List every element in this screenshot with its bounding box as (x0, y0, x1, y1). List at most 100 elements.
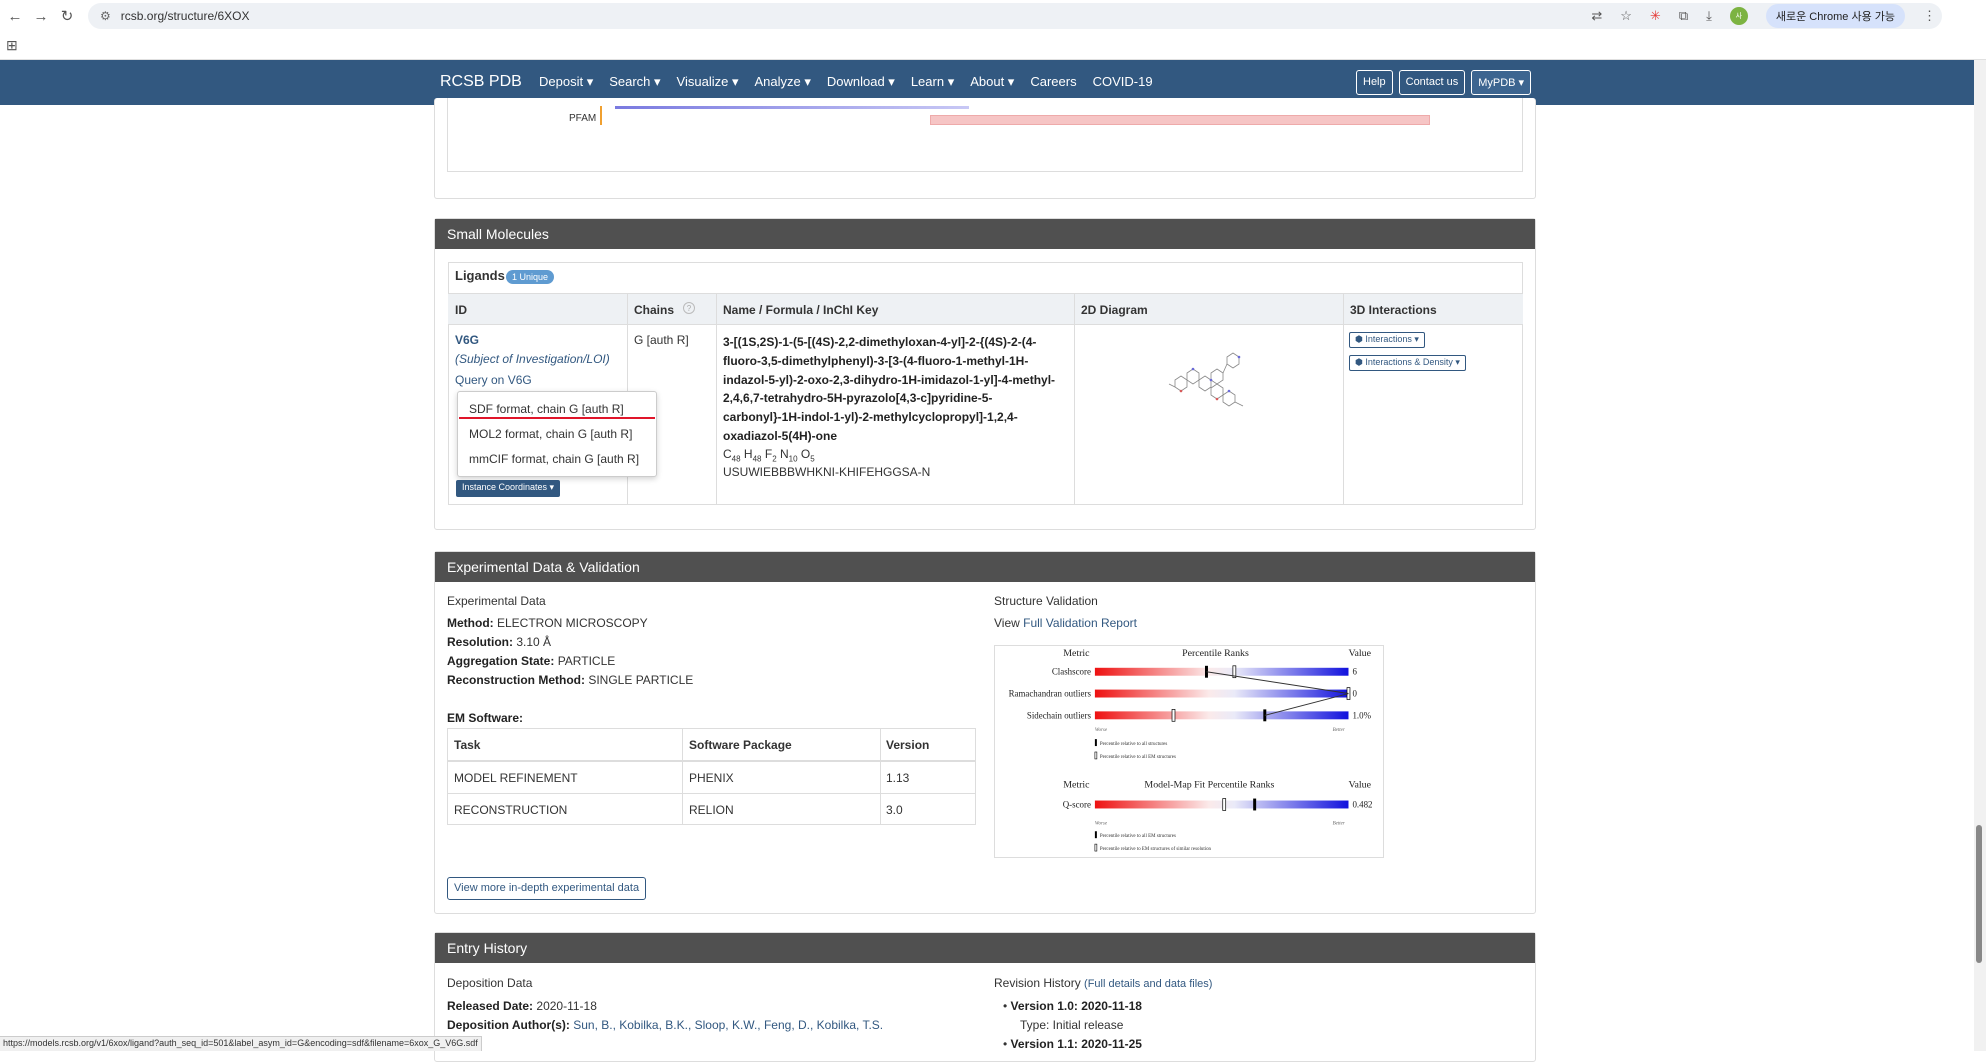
qscore-slider (1094, 800, 1349, 809)
table-header-row: Task Software Package Version (448, 729, 975, 762)
em-software-table: Task Software Package Version MODEL REFI… (447, 728, 976, 825)
translate-icon[interactable]: ⇄ (1591, 8, 1603, 23)
val-row-label: Sidechain outliers (1027, 710, 1092, 720)
qscore-value: 0.482 (1352, 799, 1372, 809)
col-2d-diagram: 2D Diagram (1081, 303, 1148, 317)
em-software-title: EM Software: (447, 711, 524, 725)
col-chains: Chains (634, 303, 675, 317)
aggregation-state: Aggregation State: PARTICLE (447, 654, 616, 668)
th-task: Task (454, 738, 481, 752)
val-metric2-header: Metric (1063, 780, 1090, 791)
val-marker-em (1171, 709, 1176, 722)
unique-badge: 1 Unique (506, 270, 555, 284)
menu-deposit[interactable]: Deposit ▾ (539, 74, 594, 89)
deposition-data-title: Deposition Data (447, 976, 533, 990)
track-bar (615, 106, 969, 109)
revision-v1: • Version 1.0: 2020-11-18 (1003, 999, 1142, 1013)
page-scrollbar[interactable] (1974, 60, 1986, 1051)
site-logo[interactable]: RCSB PDB (440, 73, 522, 90)
ligand-name: 3-[(1S,2S)-1-(5-[(4S)-2,2-dimethyloxan-4… (723, 335, 1056, 443)
menu-download[interactable]: Download ▾ (826, 74, 895, 89)
val-legend2-all: Percentile relative to all EM structures (1100, 834, 1176, 839)
extension-icon[interactable]: ✳ (1649, 8, 1661, 23)
cell-version: 3.0 (886, 803, 903, 817)
cell-task: RECONSTRUCTION (454, 803, 568, 817)
ligand-id-link[interactable]: V6G (455, 333, 480, 347)
pfam-label: PFAM (569, 113, 597, 124)
col-3d-interactions: 3D Interactions (1350, 303, 1437, 317)
val-row-label: Ramachandran outliers (1009, 689, 1092, 699)
scrollbar-thumb[interactable] (1976, 825, 1982, 963)
menu-visualize[interactable]: Visualize ▾ (676, 74, 739, 89)
new-chrome-button[interactable]: 새로운 Chrome 사용 가능 (1765, 4, 1905, 28)
pfam-domain-bar[interactable] (930, 115, 1430, 125)
dropdown-item-mol2[interactable]: MOL2 format, chain G [auth R] (469, 427, 633, 441)
track-marker (600, 106, 602, 125)
main-menu: Deposit ▾ Search ▾ Visualize ▾ Analyze ▾… (539, 74, 1153, 90)
interactions-density-button[interactable]: ⬢ Interactions & Density ▾ (1349, 355, 1466, 371)
address-bar[interactable]: ⚙ rcsb.org/structure/6XOX ⇄ ☆ ✳ ⧉ ⤓ 사 새로… (88, 3, 1942, 29)
revision-history-title: Revision History (Full details and data … (994, 976, 1213, 990)
val-row-slider (1094, 667, 1349, 676)
small-molecules-panel: Small Molecules (434, 218, 1536, 530)
mypdb-button[interactable]: MyPDB ▾ (1471, 70, 1532, 95)
ligand-2d-diagram[interactable] (1165, 345, 1255, 415)
val-row-value: 1.0% (1352, 710, 1371, 720)
ligands-table-header: ID Chains ? Name / Formula / InChI Key 2… (448, 293, 1523, 325)
col-id: ID (455, 303, 467, 317)
val-row-label: Clashscore (1052, 667, 1091, 677)
dropdown-item-sdf[interactable]: SDF format, chain G [auth R] (469, 402, 624, 416)
small-molecules-heading: Small Molecules (435, 219, 1535, 249)
resolution: Resolution: 3.10 Å (447, 635, 552, 649)
val-row-value: 0 (1352, 689, 1357, 699)
menu-about[interactable]: About ▾ (970, 74, 1015, 89)
th-software: Software Package (689, 738, 792, 752)
val-row-slider (1094, 711, 1349, 720)
menu-careers[interactable]: Careers (1030, 74, 1077, 89)
ligands-box (448, 262, 1523, 505)
site-info-icon[interactable]: ⚙ (100, 9, 111, 23)
subject-of-investigation-link[interactable]: (Subject of Investigation/LOI) (455, 352, 610, 366)
val-percentile-header: Percentile Ranks (1182, 648, 1249, 659)
status-bar-url: https://models.rcsb.org/v1/6xox/ligand?a… (0, 1036, 482, 1051)
dropdown-item-mmcif[interactable]: mmCIF format, chain G [auth R] (469, 452, 640, 466)
reload-icon[interactable]: ↻ (60, 8, 74, 25)
authors-links[interactable]: Sun, B., Kobilka, B.K., Sloop, K.W., Fen… (573, 1018, 884, 1032)
full-validation-report-link[interactable]: Full Validation Report (1023, 616, 1137, 630)
menu-analyze[interactable]: Analyze ▾ (754, 74, 811, 89)
val-marker-all (1263, 709, 1267, 722)
query-ligand-link[interactable]: Query on V6G (455, 373, 532, 387)
menu-covid19[interactable]: COVID-19 (1092, 74, 1153, 89)
val-legend-all: Percentile relative to all structures (1100, 742, 1168, 747)
url-text: rcsb.org/structure/6XOX (120, 9, 250, 23)
sequence-panel: PFAM (434, 98, 1536, 199)
more-experimental-data-button[interactable]: View more in-depth experimental data (447, 877, 647, 900)
revision-v1-type: Type: Initial release (1020, 1018, 1124, 1032)
apps-grid-icon[interactable]: ⊞ (6, 37, 18, 53)
validation-slider-image[interactable]: Metric Percentile Ranks Value Clashscore… (994, 645, 1384, 858)
menu-search[interactable]: Search ▾ (609, 74, 661, 89)
val-better-label: Better (1333, 728, 1345, 733)
download-icon[interactable]: ⤓ (1706, 8, 1712, 23)
cell-version: 1.13 (886, 771, 910, 785)
forward-icon[interactable]: → (33, 7, 49, 25)
help-circle-icon[interactable]: ? (683, 302, 695, 314)
full-details-link[interactable]: (Full details and data files) (1084, 978, 1213, 990)
instance-coordinates-button[interactable]: Instance Coordinates ▾ (456, 480, 561, 497)
bookmark-star-icon[interactable]: ☆ (1620, 8, 1632, 23)
avatar[interactable]: 사 (1729, 7, 1748, 25)
interactions-button[interactable]: ⬢ Interactions ▾ (1349, 332, 1425, 348)
menu-learn[interactable]: Learn ▾ (910, 74, 955, 89)
help-button[interactable]: Help (1356, 70, 1393, 95)
puzzle-icon[interactable]: ⧉ (1678, 8, 1689, 23)
val-row-slider (1094, 689, 1349, 698)
back-icon[interactable]: ← (7, 7, 23, 25)
col-name: Name / Formula / InChI Key (723, 303, 879, 317)
reconstruction-method: Reconstruction Method: SINGLE PARTICLE (447, 673, 694, 687)
cell-software: PHENIX (689, 771, 734, 785)
divider (716, 293, 717, 505)
contact-us-button[interactable]: Contact us (1398, 70, 1466, 95)
experimental-data-title: Experimental Data (447, 594, 546, 608)
kebab-menu-icon[interactable]: ⋮ (1923, 8, 1936, 23)
highlight-underline (459, 417, 655, 419)
